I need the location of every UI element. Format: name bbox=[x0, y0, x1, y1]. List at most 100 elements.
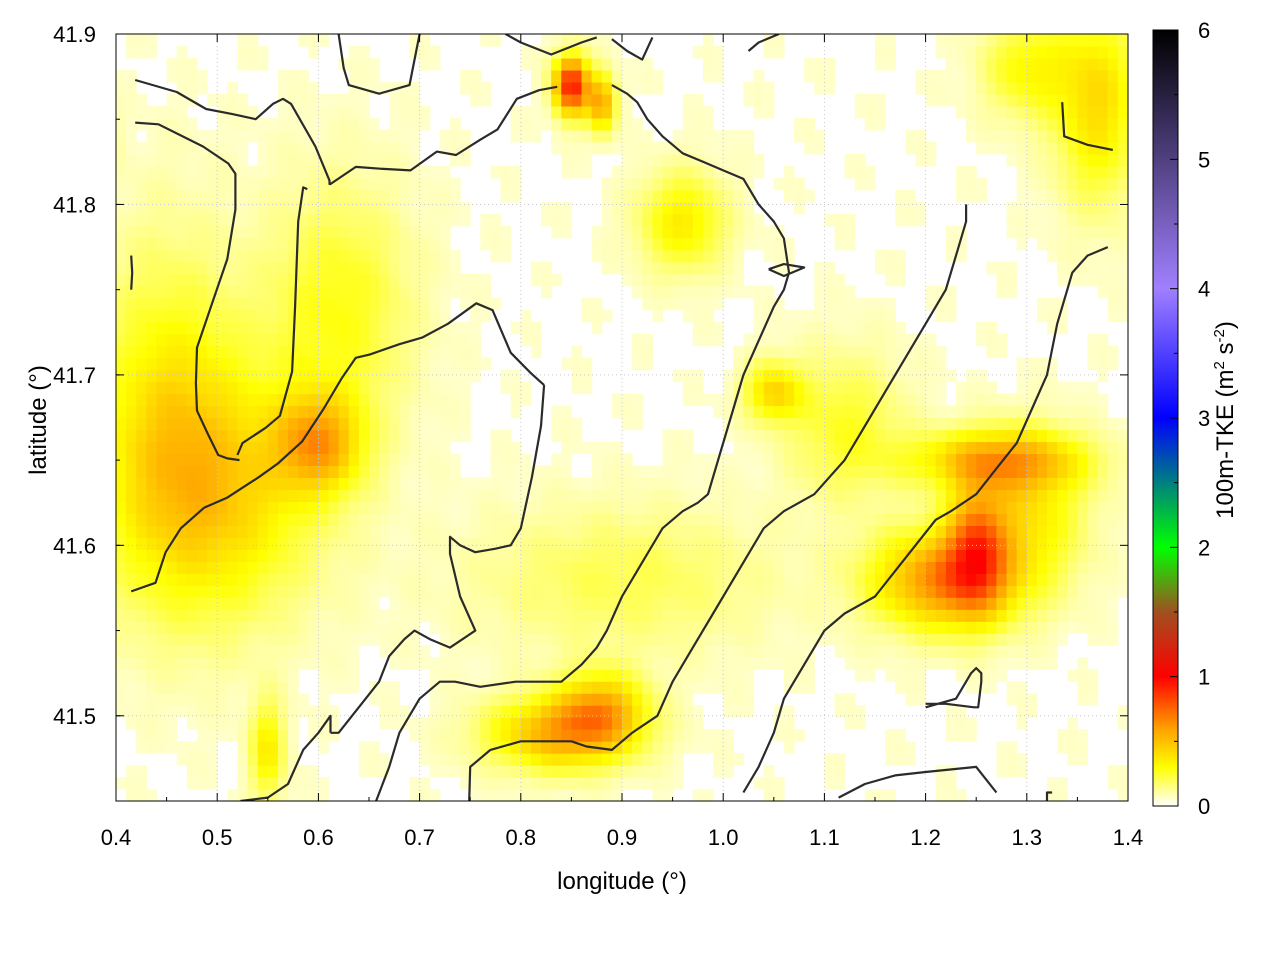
heatmap-cell bbox=[925, 609, 937, 622]
heatmap-cell bbox=[713, 201, 724, 215]
heatmap-cell bbox=[166, 489, 178, 502]
heatmap-cell bbox=[794, 645, 805, 658]
heatmap-cell bbox=[277, 141, 289, 155]
heatmap-cell bbox=[541, 717, 552, 730]
heatmap-cell bbox=[156, 405, 168, 419]
heatmap-cell bbox=[247, 297, 259, 311]
heatmap-cell bbox=[449, 681, 461, 694]
heatmap-cell bbox=[1047, 609, 1058, 622]
heatmap-cell bbox=[156, 189, 168, 203]
heatmap-cell bbox=[449, 357, 461, 371]
heatmap-cell bbox=[986, 381, 998, 395]
heatmap-cell bbox=[358, 633, 370, 646]
heatmap-cell bbox=[1107, 609, 1119, 622]
heatmap-cell bbox=[358, 273, 370, 287]
heatmap-cell bbox=[763, 609, 775, 622]
heatmap-cell bbox=[1026, 561, 1038, 574]
heatmap-cell bbox=[257, 225, 269, 239]
heatmap-cell bbox=[652, 777, 664, 790]
heatmap-cell bbox=[126, 441, 137, 455]
heatmap-cell bbox=[379, 153, 390, 167]
heatmap-cell bbox=[753, 417, 765, 431]
heatmap-cell bbox=[945, 549, 957, 562]
heatmap-cell bbox=[834, 525, 846, 538]
heatmap-cell bbox=[217, 117, 228, 131]
heatmap-cell bbox=[338, 513, 350, 526]
heatmap-cell bbox=[530, 741, 542, 754]
heatmap-cell bbox=[733, 513, 745, 526]
heatmap-cell bbox=[257, 417, 269, 431]
heatmap-cell bbox=[490, 465, 502, 479]
heatmap-cell bbox=[702, 165, 714, 179]
heatmap-cell bbox=[439, 729, 451, 742]
heatmap-cell bbox=[480, 513, 492, 526]
heatmap-cell bbox=[530, 765, 542, 778]
heatmap-cell bbox=[935, 69, 947, 83]
heatmap-cell bbox=[490, 225, 502, 239]
heatmap-cell bbox=[267, 501, 279, 514]
heatmap-cell bbox=[723, 465, 734, 479]
heatmap-cell bbox=[652, 753, 664, 766]
heatmap-cell bbox=[662, 141, 674, 155]
heatmap-cell bbox=[176, 273, 188, 287]
heatmap-cell bbox=[490, 237, 502, 251]
heatmap-cell bbox=[632, 69, 643, 83]
heatmap-cell bbox=[379, 489, 390, 502]
heatmap-cell bbox=[186, 621, 198, 634]
heatmap-cell bbox=[196, 477, 208, 490]
heatmap-cell bbox=[460, 333, 471, 347]
heatmap-cell bbox=[591, 45, 603, 59]
heatmap-cell bbox=[642, 201, 653, 215]
heatmap-cell bbox=[561, 597, 572, 610]
heatmap-cell bbox=[227, 789, 239, 801]
heatmap-cell bbox=[186, 57, 198, 71]
heatmap-cell bbox=[561, 537, 572, 550]
heatmap-cell bbox=[318, 513, 330, 526]
heatmap-cell bbox=[753, 105, 765, 119]
heatmap-cell bbox=[814, 513, 825, 526]
heatmap-cell bbox=[834, 333, 846, 347]
heatmap-cell bbox=[379, 345, 390, 359]
heatmap-cell bbox=[369, 225, 380, 239]
heatmap-cell bbox=[490, 513, 502, 526]
heatmap-cell bbox=[348, 621, 360, 634]
heatmap-cell bbox=[369, 633, 380, 646]
heatmap-cell bbox=[196, 345, 208, 359]
heatmap-cell bbox=[146, 549, 158, 562]
heatmap-cell bbox=[986, 81, 998, 95]
heatmap-cell bbox=[702, 501, 714, 514]
heatmap-cell bbox=[875, 537, 886, 550]
heatmap-cell bbox=[318, 333, 330, 347]
heatmap-cell bbox=[935, 525, 947, 538]
heatmap-cell bbox=[1087, 465, 1099, 479]
heatmap-cell bbox=[257, 657, 269, 670]
heatmap-cell bbox=[611, 213, 623, 227]
heatmap-cell bbox=[622, 513, 633, 526]
heatmap-cell bbox=[156, 225, 168, 239]
heatmap-cell bbox=[804, 573, 815, 586]
heatmap-cell bbox=[480, 621, 492, 634]
heatmap-cell bbox=[723, 705, 734, 718]
heatmap-cell bbox=[935, 369, 947, 383]
heatmap-cell bbox=[551, 573, 562, 586]
heatmap-cell bbox=[854, 357, 866, 371]
heatmap-cell bbox=[308, 129, 319, 143]
heatmap-cell bbox=[247, 309, 259, 323]
heatmap-cell bbox=[136, 741, 147, 754]
heatmap-cell bbox=[196, 705, 208, 718]
heatmap-cell bbox=[1057, 69, 1068, 83]
heatmap-cell bbox=[1087, 441, 1099, 455]
heatmap-cell bbox=[905, 417, 917, 431]
heatmap-cell bbox=[196, 573, 208, 586]
heatmap-cell bbox=[875, 369, 886, 383]
heatmap-cell bbox=[186, 645, 198, 658]
heatmap-cell bbox=[1107, 453, 1119, 467]
heatmap-cell bbox=[369, 237, 380, 251]
heatmap-cell bbox=[541, 573, 552, 586]
heatmap-cell bbox=[1016, 597, 1028, 610]
heatmap-cell bbox=[439, 753, 451, 766]
heatmap-cell bbox=[348, 261, 360, 275]
heatmap-cell bbox=[692, 105, 704, 119]
heatmap-cell bbox=[591, 453, 603, 467]
heatmap-cell bbox=[814, 585, 825, 598]
